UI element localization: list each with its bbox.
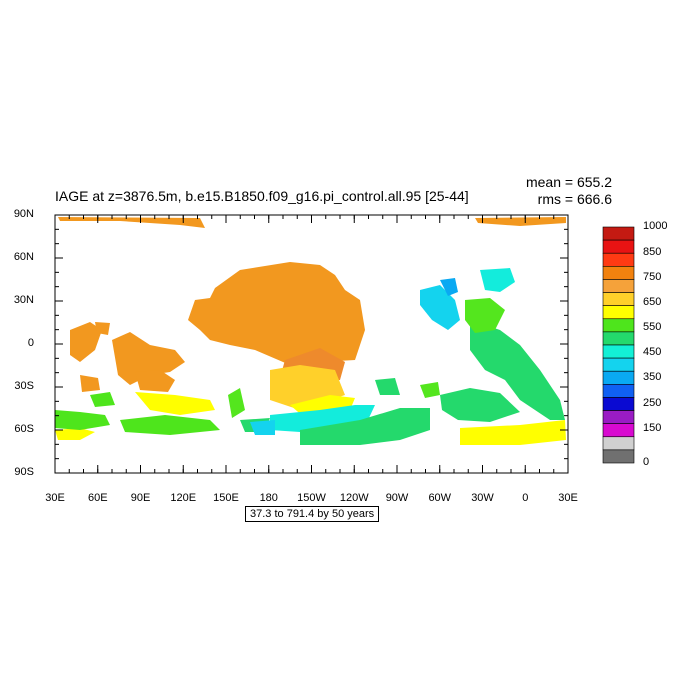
colorbar-label: 750 xyxy=(643,271,662,284)
map-ticks xyxy=(54,214,569,474)
colorbar-label: 350 xyxy=(643,370,662,383)
lat-label: 0 xyxy=(27,337,34,349)
colorbar-label: 0 xyxy=(643,456,650,468)
lon-label: 120W xyxy=(339,492,369,504)
colorbar-label: 1000 xyxy=(643,220,668,232)
atlantic-seagreen xyxy=(470,320,565,420)
plot-title: IAGE at z=3876.5m, b.e15.B1850.f09_g16.p… xyxy=(55,188,469,204)
colorbar-swatch xyxy=(602,397,635,411)
lon-label: 180 xyxy=(259,492,278,504)
lat-label: 30N xyxy=(13,294,34,306)
colorbar-swatch xyxy=(602,279,635,293)
colorbar-label: 150 xyxy=(643,421,662,434)
tasman-green xyxy=(228,388,245,418)
contour-caption: 37.3 to 791.4 by 50 years xyxy=(245,506,380,522)
weddell-yellow xyxy=(460,420,566,445)
colorbar-swatch xyxy=(602,436,635,451)
colorbar-label: 550 xyxy=(643,320,662,333)
colorbar-swatch xyxy=(602,331,635,346)
sw-green xyxy=(55,410,110,430)
atlantic-south-seagreen xyxy=(440,388,520,422)
rms-stat: rms = 666.6 xyxy=(537,191,612,207)
colorbar-label: 650 xyxy=(643,296,662,309)
arabian-sea-patch xyxy=(70,322,102,362)
lon-label: 120E xyxy=(170,492,197,504)
lon-label: 0 xyxy=(522,492,529,504)
colorbar-swatch xyxy=(602,384,635,398)
colorbar-label: 250 xyxy=(643,397,662,409)
lon-label: 150W xyxy=(297,492,326,504)
mid-indian-patch xyxy=(135,370,175,392)
labrador-cyan xyxy=(420,285,460,330)
colorbar-swatch xyxy=(602,239,635,254)
colorbar-swatch xyxy=(602,266,635,280)
iage-field-patches xyxy=(55,217,566,445)
southern-indian-green xyxy=(120,415,220,435)
colorbar-swatch xyxy=(602,370,635,385)
madagascar-green xyxy=(90,392,115,407)
lon-label: 30W xyxy=(471,492,494,504)
colorbar-swatch xyxy=(602,226,635,241)
gulf-patch xyxy=(95,322,110,335)
north-pacific-patch xyxy=(188,262,365,365)
colorbar-label: 850 xyxy=(643,246,662,259)
greenland-sky xyxy=(440,278,458,296)
lat-label: 90N xyxy=(13,208,34,220)
southern-pacific-seagreen xyxy=(300,408,430,445)
sw-indian-patch xyxy=(80,375,100,392)
colorbar-swatch xyxy=(602,357,635,372)
lat-label: 60S xyxy=(14,423,34,435)
sw-yellow xyxy=(55,428,95,440)
mean-stat: mean = 655.2 xyxy=(525,174,612,190)
lat-label: 60N xyxy=(13,251,34,263)
colorbar-label: 450 xyxy=(643,345,662,358)
lon-label: 150E xyxy=(213,492,239,504)
lon-label: 30E xyxy=(558,492,578,504)
lon-label: 60E xyxy=(87,492,108,504)
lat-label: 30S xyxy=(14,380,34,392)
north-atlantic-green xyxy=(465,298,505,333)
indian-yellow xyxy=(135,392,215,415)
colorbar xyxy=(602,226,635,464)
indian-ocean-patch xyxy=(112,332,185,385)
colorbar-swatch xyxy=(602,423,635,438)
lon-label: 60W xyxy=(428,492,452,504)
colorbar-swatch xyxy=(602,318,635,333)
colorbar-swatch xyxy=(602,292,635,306)
nordic-aqua xyxy=(480,268,515,292)
lon-label: 30E xyxy=(45,492,65,504)
colorbar-swatch xyxy=(602,344,635,359)
south-chile-seagreen xyxy=(375,378,400,395)
arctic-patch-east xyxy=(475,217,566,226)
argentine-green xyxy=(420,382,440,398)
colorbar-swatch xyxy=(602,449,635,464)
colorbar-swatch xyxy=(602,252,635,267)
antarctic-cyan xyxy=(250,420,275,435)
arctic-patch-west xyxy=(58,217,205,228)
lon-label: 90W xyxy=(385,492,409,504)
lon-label: 90E xyxy=(130,492,151,504)
colorbar-swatch xyxy=(602,410,635,424)
lat-label: 90S xyxy=(14,466,34,478)
colorbar-swatch xyxy=(602,305,635,320)
